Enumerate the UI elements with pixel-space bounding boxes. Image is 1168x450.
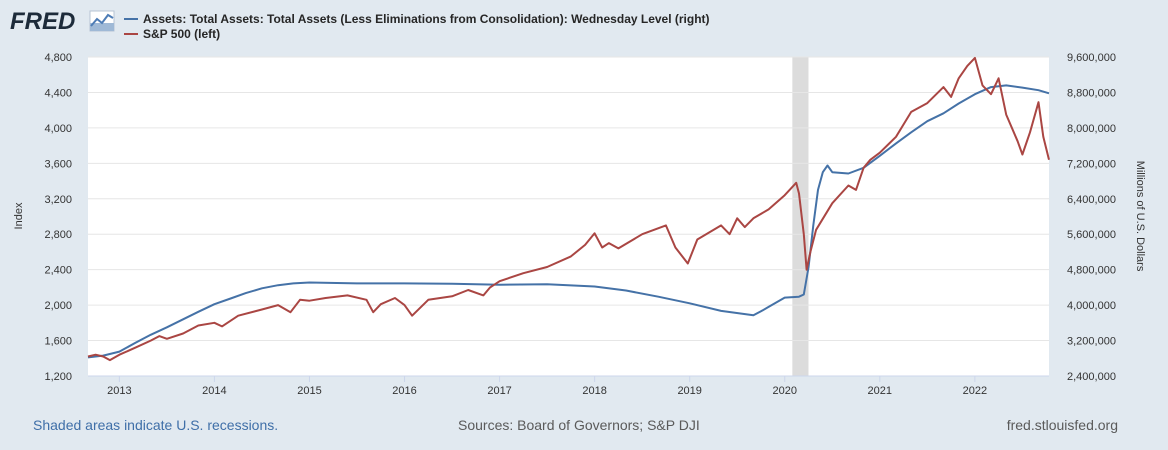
x-tick-label: 2016 bbox=[392, 385, 416, 397]
left-tick-label: 4,800 bbox=[44, 52, 72, 64]
right-tick-label: 5,600,000 bbox=[1067, 229, 1116, 241]
x-tick-label: 2021 bbox=[868, 385, 892, 397]
line-graph-icon bbox=[89, 10, 115, 32]
ticks-layer: 1,200 1,600 2,000 2,400 2,800 3,200 3,600 4,000… bbox=[44, 52, 1115, 397]
series-line-assets bbox=[87, 84, 1050, 359]
recession-note-link[interactable]: Shaded areas indicate U.S. recessions. bbox=[33, 417, 279, 433]
right-tick-label: 4,800,000 bbox=[1067, 265, 1116, 277]
recession-band bbox=[792, 57, 809, 376]
legend-item-sp500: S&P 500 (left) bbox=[124, 26, 710, 41]
left-tick-label: 4,000 bbox=[44, 123, 72, 135]
left-tick-label: 2,400 bbox=[44, 265, 72, 277]
left-tick-label: 1,600 bbox=[44, 336, 72, 348]
series-layer bbox=[87, 56, 1050, 362]
recession-layer bbox=[792, 57, 809, 376]
legend-item-assets: Assets: Total Assets: Total Assets (Less… bbox=[124, 11, 710, 26]
legend-label-assets: Assets: Total Assets: Total Assets (Less… bbox=[143, 11, 710, 26]
right-tick-label: 8,800,000 bbox=[1067, 87, 1116, 99]
x-tick-label: 2015 bbox=[297, 385, 321, 397]
right-tick-label: 6,400,000 bbox=[1067, 194, 1116, 206]
site-link[interactable]: fred.stlouisfed.org bbox=[1006, 417, 1118, 433]
legend-swatch-sp500 bbox=[124, 32, 138, 35]
right-axis-title: Millions of U.S. Dollars bbox=[1134, 161, 1146, 272]
right-tick-label: 9,600,000 bbox=[1067, 52, 1116, 64]
left-tick-label: 4,400 bbox=[44, 87, 72, 99]
right-tick-label: 2,400,000 bbox=[1067, 371, 1116, 383]
right-tick-label: 3,200,000 bbox=[1067, 336, 1116, 348]
series-line-sp500 bbox=[87, 56, 1050, 362]
x-tick-label: 2017 bbox=[487, 385, 511, 397]
left-tick-label: 1,200 bbox=[44, 371, 72, 383]
grid-layer bbox=[88, 56, 1049, 377]
left-tick-label: 2,000 bbox=[44, 300, 72, 312]
x-tick-label: 2019 bbox=[677, 385, 701, 397]
plot-area bbox=[88, 57, 1049, 376]
x-tick-label: 2018 bbox=[582, 385, 606, 397]
legend-swatch-assets bbox=[124, 17, 138, 20]
left-tick-label: 3,600 bbox=[44, 158, 72, 170]
right-tick-label: 7,200,000 bbox=[1067, 158, 1116, 170]
x-tick-label: 2014 bbox=[202, 385, 226, 397]
fred-logo-text: FRED bbox=[10, 8, 75, 35]
x-tick-label: 2022 bbox=[963, 385, 987, 397]
sources-text: Sources: Board of Governors; S&P DJI bbox=[458, 417, 700, 433]
right-tick-label: 8,000,000 bbox=[1067, 123, 1116, 135]
x-tick-label: 2013 bbox=[107, 385, 131, 397]
chart-legend: Assets: Total Assets: Total Assets (Less… bbox=[124, 11, 710, 41]
legend-label-sp500: S&P 500 (left) bbox=[143, 26, 221, 41]
right-tick-label: 4,000,000 bbox=[1067, 300, 1116, 312]
left-tick-label: 2,800 bbox=[44, 229, 72, 241]
x-tick-label: 2020 bbox=[773, 385, 797, 397]
left-tick-label: 3,200 bbox=[44, 194, 72, 206]
left-axis-title: Index bbox=[13, 202, 25, 229]
fred-logo[interactable]: FRED bbox=[10, 6, 120, 36]
